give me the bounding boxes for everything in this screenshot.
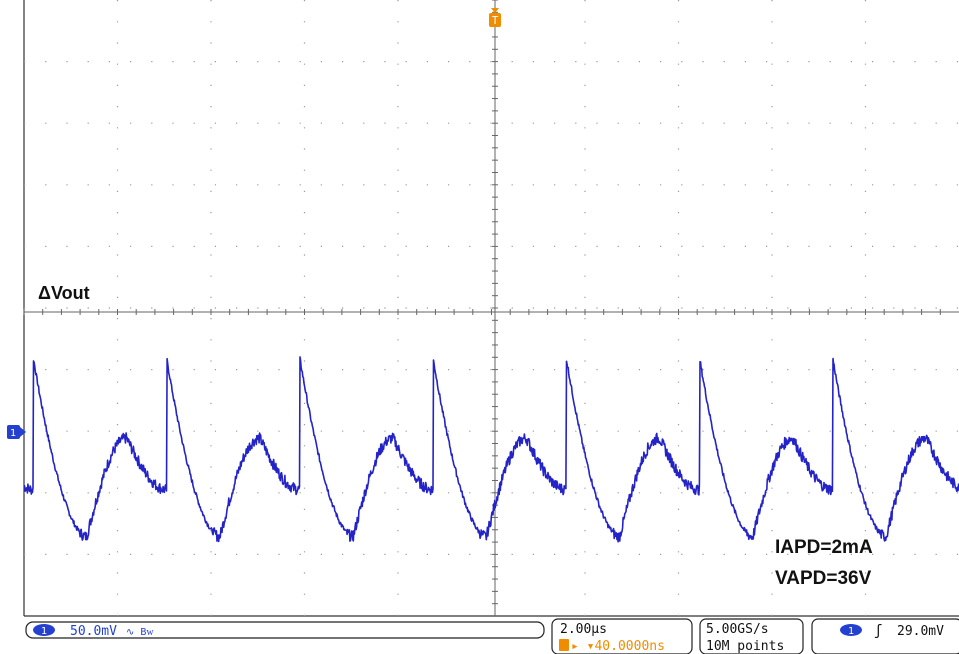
trigger-settings-box[interactable]: 1 ʃ 29.0mV (811, 618, 959, 654)
trigger-position-marker[interactable]: T (489, 8, 501, 27)
vapd-label: VAPD=36V (775, 568, 872, 589)
sample-rate: 5.00GS/s (706, 622, 769, 637)
rising-edge-icon: ʃ (874, 623, 882, 639)
waveform-trace (23, 356, 959, 543)
channel-1-badge-number: 1 (41, 626, 47, 637)
trigger-level: 29.0mV (897, 624, 944, 639)
channel-scale-value: 50.0mV (70, 624, 117, 639)
status-bar: 1 50.0mV ∿ Bᴡ 2.00µs ▸ ▾40.0000ns 5.00GS… (25, 618, 959, 654)
timebase-box[interactable]: 2.00µs ▸ ▾40.0000ns (551, 618, 693, 654)
channel-1-badge (33, 624, 55, 636)
signal-name: Vout (51, 283, 90, 303)
trigger-channel-number: 1 (848, 626, 854, 637)
record-length: 10M points (706, 639, 784, 654)
channel-1-ground-marker[interactable]: 1 (7, 425, 26, 439)
channel-1-scale-box[interactable]: 1 50.0mV ∿ Bᴡ (25, 621, 545, 639)
trigger-position-label: T (492, 14, 499, 27)
channel-1-marker-label: 1 (10, 428, 16, 439)
acquisition-box[interactable]: 5.00GS/s 10M points (699, 618, 804, 654)
bandwidth-limit-icon: ∿ Bᴡ (126, 627, 154, 638)
delta-vout-label: ΔVout (38, 283, 90, 303)
time-per-division: 2.00µs (560, 622, 607, 637)
iapd-label: IAPD=2mA (775, 537, 873, 558)
delta-symbol: Δ (38, 283, 51, 303)
graticule-grid (23, 0, 959, 617)
trigger-offset-icon (559, 639, 569, 651)
trigger-offset-value: ▸ ▾40.0000ns (571, 639, 665, 654)
trigger-channel-badge (840, 624, 862, 636)
